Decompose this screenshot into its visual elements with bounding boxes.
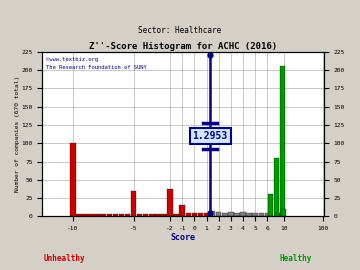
Bar [143,214,148,216]
Bar [76,214,82,216]
Bar [192,213,197,216]
Bar [228,212,234,216]
Bar [216,212,221,216]
Bar [94,214,100,216]
Bar [100,214,106,216]
Bar [82,214,88,216]
Bar [265,213,270,216]
Bar [107,214,112,216]
Bar [280,209,286,216]
Bar [275,213,280,216]
Bar [185,213,191,216]
Bar [70,143,76,216]
X-axis label: Score: Score [171,232,196,241]
Bar [198,213,203,216]
Bar [149,214,154,216]
Bar [88,214,94,216]
Text: Sector: Healthcare: Sector: Healthcare [138,26,222,35]
Bar [222,213,228,216]
Text: Unhealthy: Unhealthy [44,254,86,263]
Bar [246,213,252,216]
Bar [280,66,285,216]
Text: 1.2953: 1.2953 [193,131,228,141]
Bar [258,213,264,216]
Bar [155,214,161,216]
Text: Healthy: Healthy [279,254,311,263]
Bar [234,213,240,216]
Bar [167,188,173,216]
Text: ©www.textbiz.org: ©www.textbiz.org [46,57,98,62]
Bar [125,214,130,216]
Bar [268,194,273,216]
Bar [174,214,179,216]
Text: The Research Foundation of SUNY: The Research Foundation of SUNY [46,65,147,70]
Bar [137,214,143,216]
Bar [113,214,118,216]
Bar [119,214,124,216]
Bar [180,205,185,216]
Bar [274,158,279,216]
Bar [204,213,209,216]
Bar [131,191,136,216]
Bar [252,213,258,216]
Bar [210,211,215,216]
Bar [161,214,167,216]
Bar [240,212,246,216]
Title: Z''-Score Histogram for ACHC (2016): Z''-Score Histogram for ACHC (2016) [89,42,277,51]
Y-axis label: Number of companies (670 total): Number of companies (670 total) [15,76,20,192]
